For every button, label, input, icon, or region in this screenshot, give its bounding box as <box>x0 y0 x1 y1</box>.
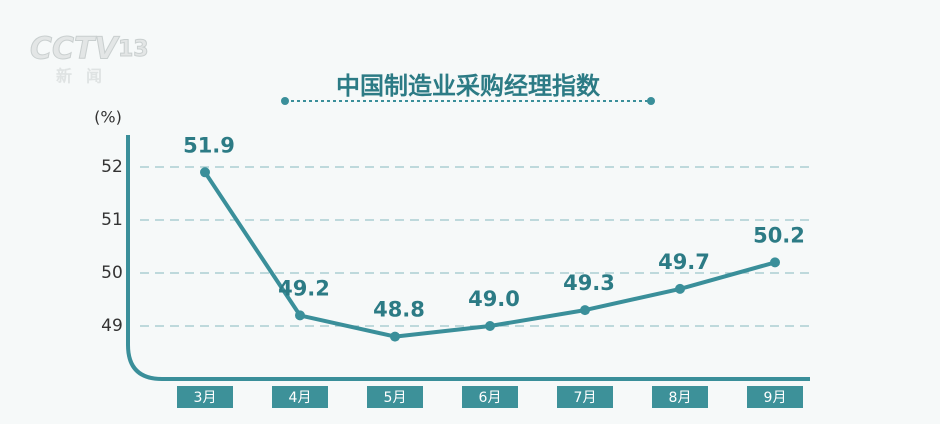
category-box <box>652 386 708 408</box>
point <box>770 257 780 268</box>
value-label: 48.8 <box>373 298 425 322</box>
point <box>580 305 590 316</box>
y-tick-label: 52 <box>101 157 123 177</box>
point <box>485 321 495 331</box>
value-label: 49.2 <box>278 276 330 300</box>
title-dot <box>647 97 655 105</box>
value-label: 51.9 <box>183 133 235 157</box>
y-unit: (%) <box>94 108 122 127</box>
logo-channel: 13 <box>118 37 149 62</box>
x-tick-label: 6月 <box>479 390 502 406</box>
x-tick-label: 5月 <box>384 390 407 406</box>
category-box <box>177 386 233 408</box>
title-dot <box>281 97 289 105</box>
point <box>200 167 210 178</box>
chart-title: 中国制造业采购经理指数 <box>336 72 601 100</box>
logo-brand: CCTV <box>30 32 120 67</box>
point <box>675 283 685 294</box>
category-box <box>747 386 803 408</box>
x-tick-label: 9月 <box>764 390 787 406</box>
value-label: 49.7 <box>658 250 710 274</box>
logo-sub: 新闻 <box>56 67 116 86</box>
category-box <box>367 386 423 408</box>
x-tick-label: 4月 <box>289 390 312 406</box>
y-tick-label: 50 <box>101 263 123 283</box>
x-tick-label: 8月 <box>669 390 692 406</box>
category-box <box>272 386 328 408</box>
category-box <box>462 386 518 408</box>
x-tick-label: 7月 <box>574 390 597 406</box>
category-box <box>557 386 613 408</box>
y-tick-label: 51 <box>101 210 123 230</box>
value-label: 50.2 <box>753 223 805 247</box>
point <box>295 310 305 321</box>
axis <box>126 135 810 381</box>
y-tick-label: 49 <box>101 316 123 336</box>
x-tick-label: 3月 <box>194 390 217 406</box>
value-label: 49.0 <box>468 287 520 311</box>
value-label: 49.3 <box>563 271 615 295</box>
point <box>390 331 400 342</box>
